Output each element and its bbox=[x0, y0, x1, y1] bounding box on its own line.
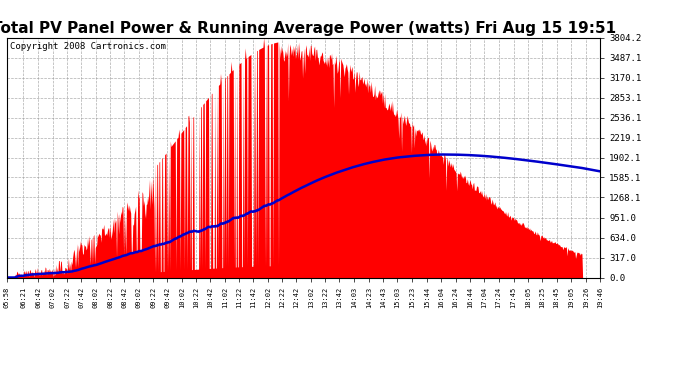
Title: Total PV Panel Power & Running Average Power (watts) Fri Aug 15 19:51: Total PV Panel Power & Running Average P… bbox=[0, 21, 615, 36]
Text: Copyright 2008 Cartronics.com: Copyright 2008 Cartronics.com bbox=[10, 42, 166, 51]
